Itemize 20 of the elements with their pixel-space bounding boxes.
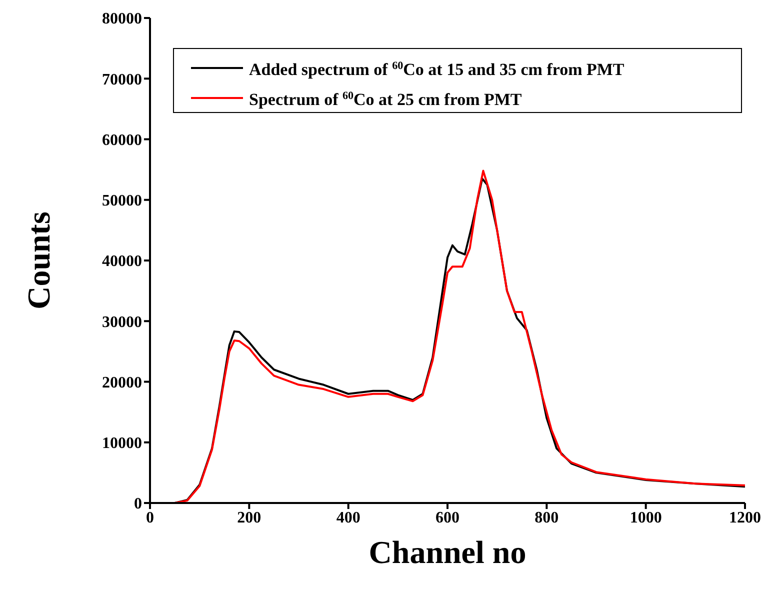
y-tick-label: 0 xyxy=(134,496,142,513)
x-tick-label: 0 xyxy=(146,509,154,526)
y-axis-title: Counts xyxy=(20,212,56,310)
legend-label: Spectrum of $^{60}$Co at 25 cm from PMT xyxy=(249,90,522,109)
legend-label: Added spectrum of $^{60}$Co at 15 and 35 cm from PMT xyxy=(249,60,625,79)
x-tick-label: 1000 xyxy=(630,509,662,526)
x-tick-label: 400 xyxy=(336,509,360,526)
y-tick-label: 30000 xyxy=(102,314,142,331)
x-tick-label: 600 xyxy=(436,509,460,526)
x-axis-title: Channel no xyxy=(368,534,526,570)
y-tick-label: 20000 xyxy=(102,374,142,392)
x-tick-label: 200 xyxy=(237,509,262,526)
y-tick-label: 60000 xyxy=(102,132,142,149)
y-tick-label: 50000 xyxy=(102,192,142,210)
x-tick-label: 1200 xyxy=(729,509,761,526)
y-tick-label: 10000 xyxy=(102,435,142,452)
y-tick-label: 80000 xyxy=(102,10,142,28)
y-tick-label: 70000 xyxy=(102,71,142,88)
y-tick-label: 40000 xyxy=(102,253,142,270)
x-tick-label: 800 xyxy=(534,509,559,526)
